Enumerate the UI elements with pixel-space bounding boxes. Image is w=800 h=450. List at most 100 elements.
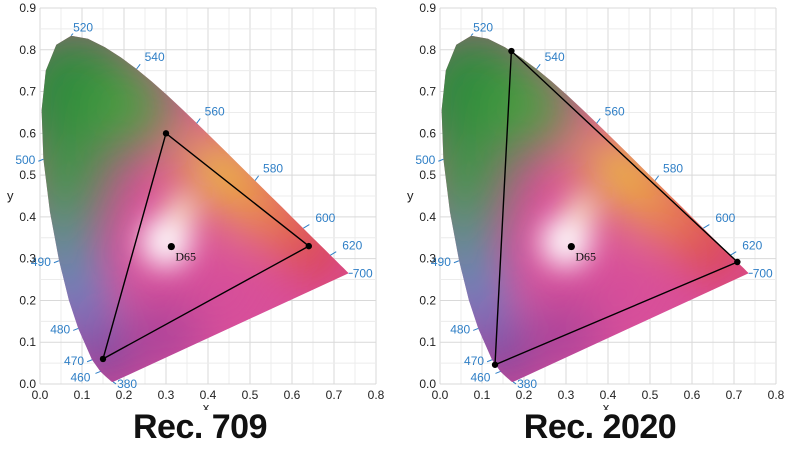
wavelength-tick — [86, 359, 93, 363]
x-axis-label: x — [203, 400, 210, 410]
wavelength-label: 460 — [70, 370, 90, 384]
primary-point-green — [508, 47, 515, 55]
wavelength-tick — [196, 118, 201, 124]
wavelength-label: 600 — [715, 211, 735, 225]
x-tick-label: 0.5 — [242, 388, 259, 402]
y-tick-label: 0.8 — [419, 43, 436, 57]
x-tick-label: 0.0 — [432, 388, 449, 402]
x-tick-label: 0.7 — [326, 388, 343, 402]
y-axis-label: y — [7, 188, 14, 203]
wavelength-label: 490 — [31, 255, 51, 269]
wavelength-label: 470 — [64, 354, 84, 368]
primary-point-green — [162, 130, 170, 137]
wavelength-tick — [70, 33, 74, 36]
wavelength-tick — [703, 224, 710, 229]
x-axis-label: x — [603, 400, 610, 410]
wavelength-tick — [512, 381, 517, 385]
x-tick-label: 0.1 — [74, 388, 91, 402]
wavelength-labels: 520 540 560 580 600 620 700 500 490 480 470 460 380 — [15, 21, 373, 391]
y-tick-label: 0.6 — [419, 126, 436, 140]
x-tick-label: 0.7 — [726, 388, 743, 402]
wavelength-label: 460 — [470, 370, 490, 384]
wavelength-label: 600 — [315, 211, 335, 225]
wavelength-tick — [112, 381, 117, 385]
wavelength-tick — [329, 251, 337, 256]
wavelength-tick — [654, 175, 660, 181]
gamut-triangle — [101, 132, 311, 361]
wavelength-label: 560 — [205, 104, 225, 118]
y-tick-label: 0.4 — [19, 210, 36, 224]
wavelength-label: 700 — [353, 266, 373, 280]
x-tick-label: 0.3 — [558, 388, 575, 402]
wavelength-tick — [486, 359, 493, 363]
chart-title: Rec. 2020 — [523, 408, 677, 446]
y-tick-label: 0.0 — [419, 377, 436, 391]
wavelength-tick — [470, 33, 474, 36]
x-tick-label: 0.2 — [116, 388, 133, 402]
wavelength-tick — [73, 327, 79, 331]
wavelength-label: 620 — [342, 238, 362, 252]
wavelength-label: 560 — [605, 104, 625, 118]
wavelength-tick — [254, 175, 260, 181]
chart-title: Rec. 709 — [133, 408, 268, 446]
wavelength-label: 580 — [663, 162, 683, 176]
wavelength-tick — [729, 251, 737, 256]
wavelength-tick — [438, 158, 444, 162]
y-tick-label: 0.7 — [419, 85, 436, 99]
wavelength-tick — [536, 63, 541, 70]
x-tick-label: 0.4 — [600, 388, 617, 402]
wavelength-tick — [453, 260, 460, 264]
y-tick-label: 0.0 — [19, 377, 36, 391]
x-tick-label: 0.6 — [284, 388, 301, 402]
white-point-label: D65 — [175, 250, 196, 264]
x-tick-label: 0.0 — [32, 388, 49, 402]
wavelength-label: 620 — [742, 238, 762, 252]
wavelength-label: 480 — [450, 322, 470, 336]
wavelength-label: 700 — [753, 266, 773, 280]
wavelength-label: 500 — [15, 153, 35, 167]
x-tick-label: 0.8 — [768, 388, 785, 402]
y-tick-label: 0.8 — [19, 43, 36, 57]
x-tick-label: 0.5 — [642, 388, 659, 402]
axes: 0.0 0.1 0.2 0.3 0.4 0.5 0.6 0.7 0.8 0.0 0.1 0.2 0.3 0… — [407, 1, 785, 410]
wavelength-label: 540 — [145, 50, 165, 64]
x-tick-label: 0.2 — [516, 388, 533, 402]
primary-point-red — [305, 242, 312, 250]
white-point-label: D65 — [575, 250, 596, 264]
y-tick-label: 0.9 — [419, 1, 436, 15]
white-point-marker — [567, 242, 575, 251]
y-tick-label: 0.3 — [19, 252, 36, 266]
wavelength-labels: 520 540 560 580 600 620 700 500 490 480 470 460 380 — [415, 21, 773, 391]
x-tick-label: 0.1 — [474, 388, 491, 402]
y-tick-label: 0.2 — [419, 293, 436, 307]
y-tick-label: 0.6 — [19, 126, 36, 140]
wavelength-label: 540 — [545, 50, 565, 64]
wavelength-tick — [473, 327, 479, 331]
wavelength-tick — [136, 63, 141, 70]
wavelength-label: 490 — [431, 255, 451, 269]
wavelength-label: 380 — [117, 377, 137, 391]
wavelength-label: 380 — [517, 377, 537, 391]
y-tick-label: 0.2 — [19, 293, 36, 307]
wavelength-label: 520 — [73, 21, 93, 35]
x-tick-label: 0.3 — [158, 388, 175, 402]
y-tick-label: 0.5 — [19, 168, 36, 182]
y-axis-label: y — [407, 188, 414, 203]
chart-rec709: 520 540 560 580 600 620 700 500 490 480 470 460 380 0… — [7, 1, 385, 446]
wavelength-label: 480 — [50, 322, 70, 336]
wavelength-label: 500 — [415, 153, 435, 167]
y-tick-label: 0.1 — [419, 335, 436, 349]
axes: 0.0 0.1 0.2 0.3 0.4 0.5 0.6 0.7 0.8 0.0 0.1 0.2 0.3 0… — [7, 1, 385, 410]
gamut-triangle — [494, 49, 739, 366]
white-point-marker — [167, 242, 175, 251]
primary-point-blue — [99, 355, 107, 363]
primary-point-blue — [491, 361, 499, 368]
y-tick-label: 0.7 — [19, 85, 36, 99]
y-tick-label: 0.5 — [419, 168, 436, 182]
chart-rec2020: 520 540 560 580 600 620 700 500 490 480 470 460 380 0… — [400, 0, 800, 450]
x-tick-label: 0.4 — [200, 388, 217, 402]
wavelength-label: 580 — [263, 162, 283, 176]
wavelength-tick — [95, 371, 101, 374]
y-tick-label: 0.3 — [419, 252, 436, 266]
